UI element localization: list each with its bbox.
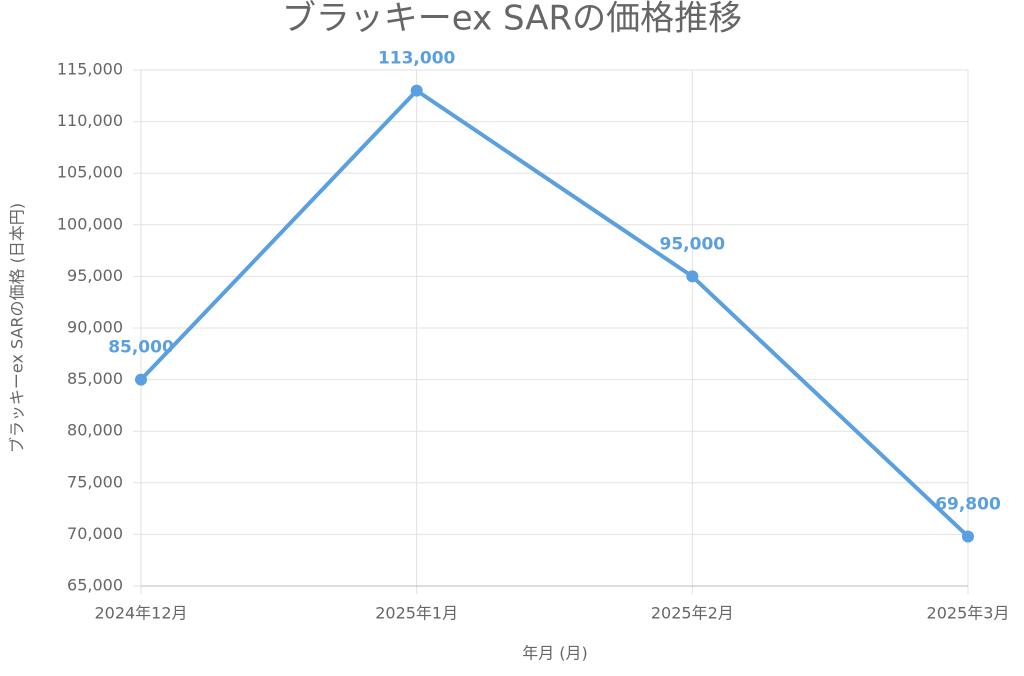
chart-title: ブラッキーex SARの価格推移	[282, 0, 742, 39]
x-axis-label: 年月 (月)	[522, 644, 588, 663]
x-tick-label: 2025年1月	[375, 604, 458, 623]
y-tick-label: 95,000	[67, 266, 123, 285]
data-label: 85,000	[108, 338, 174, 358]
x-tick-label: 2025年3月	[927, 604, 1010, 623]
data-label: 95,000	[660, 234, 726, 254]
y-tick-label: 90,000	[67, 318, 123, 337]
y-tick-label: 100,000	[57, 214, 123, 233]
y-tick-label: 75,000	[67, 472, 123, 491]
y-tick-label: 105,000	[57, 163, 123, 182]
y-tick-label: 115,000	[57, 60, 123, 79]
y-tick-label: 85,000	[67, 369, 123, 388]
point	[410, 84, 423, 97]
y-axis-label: ブラッキーex SARの価格 (日本円)	[8, 203, 27, 453]
point	[962, 530, 974, 543]
y-tick-label: 65,000	[67, 576, 123, 595]
point	[686, 270, 699, 283]
data-label: 113,000	[378, 49, 456, 69]
x-tick-label: 2025年2月	[651, 604, 734, 623]
point	[135, 373, 147, 386]
y-tick-label: 110,000	[57, 111, 123, 130]
y-tick-label: 70,000	[67, 524, 123, 543]
data-label: 69,800	[935, 494, 1001, 514]
x-tick-label: 2024年12月	[94, 604, 187, 623]
y-tick-label: 80,000	[67, 421, 123, 440]
line	[139, 88, 970, 538]
